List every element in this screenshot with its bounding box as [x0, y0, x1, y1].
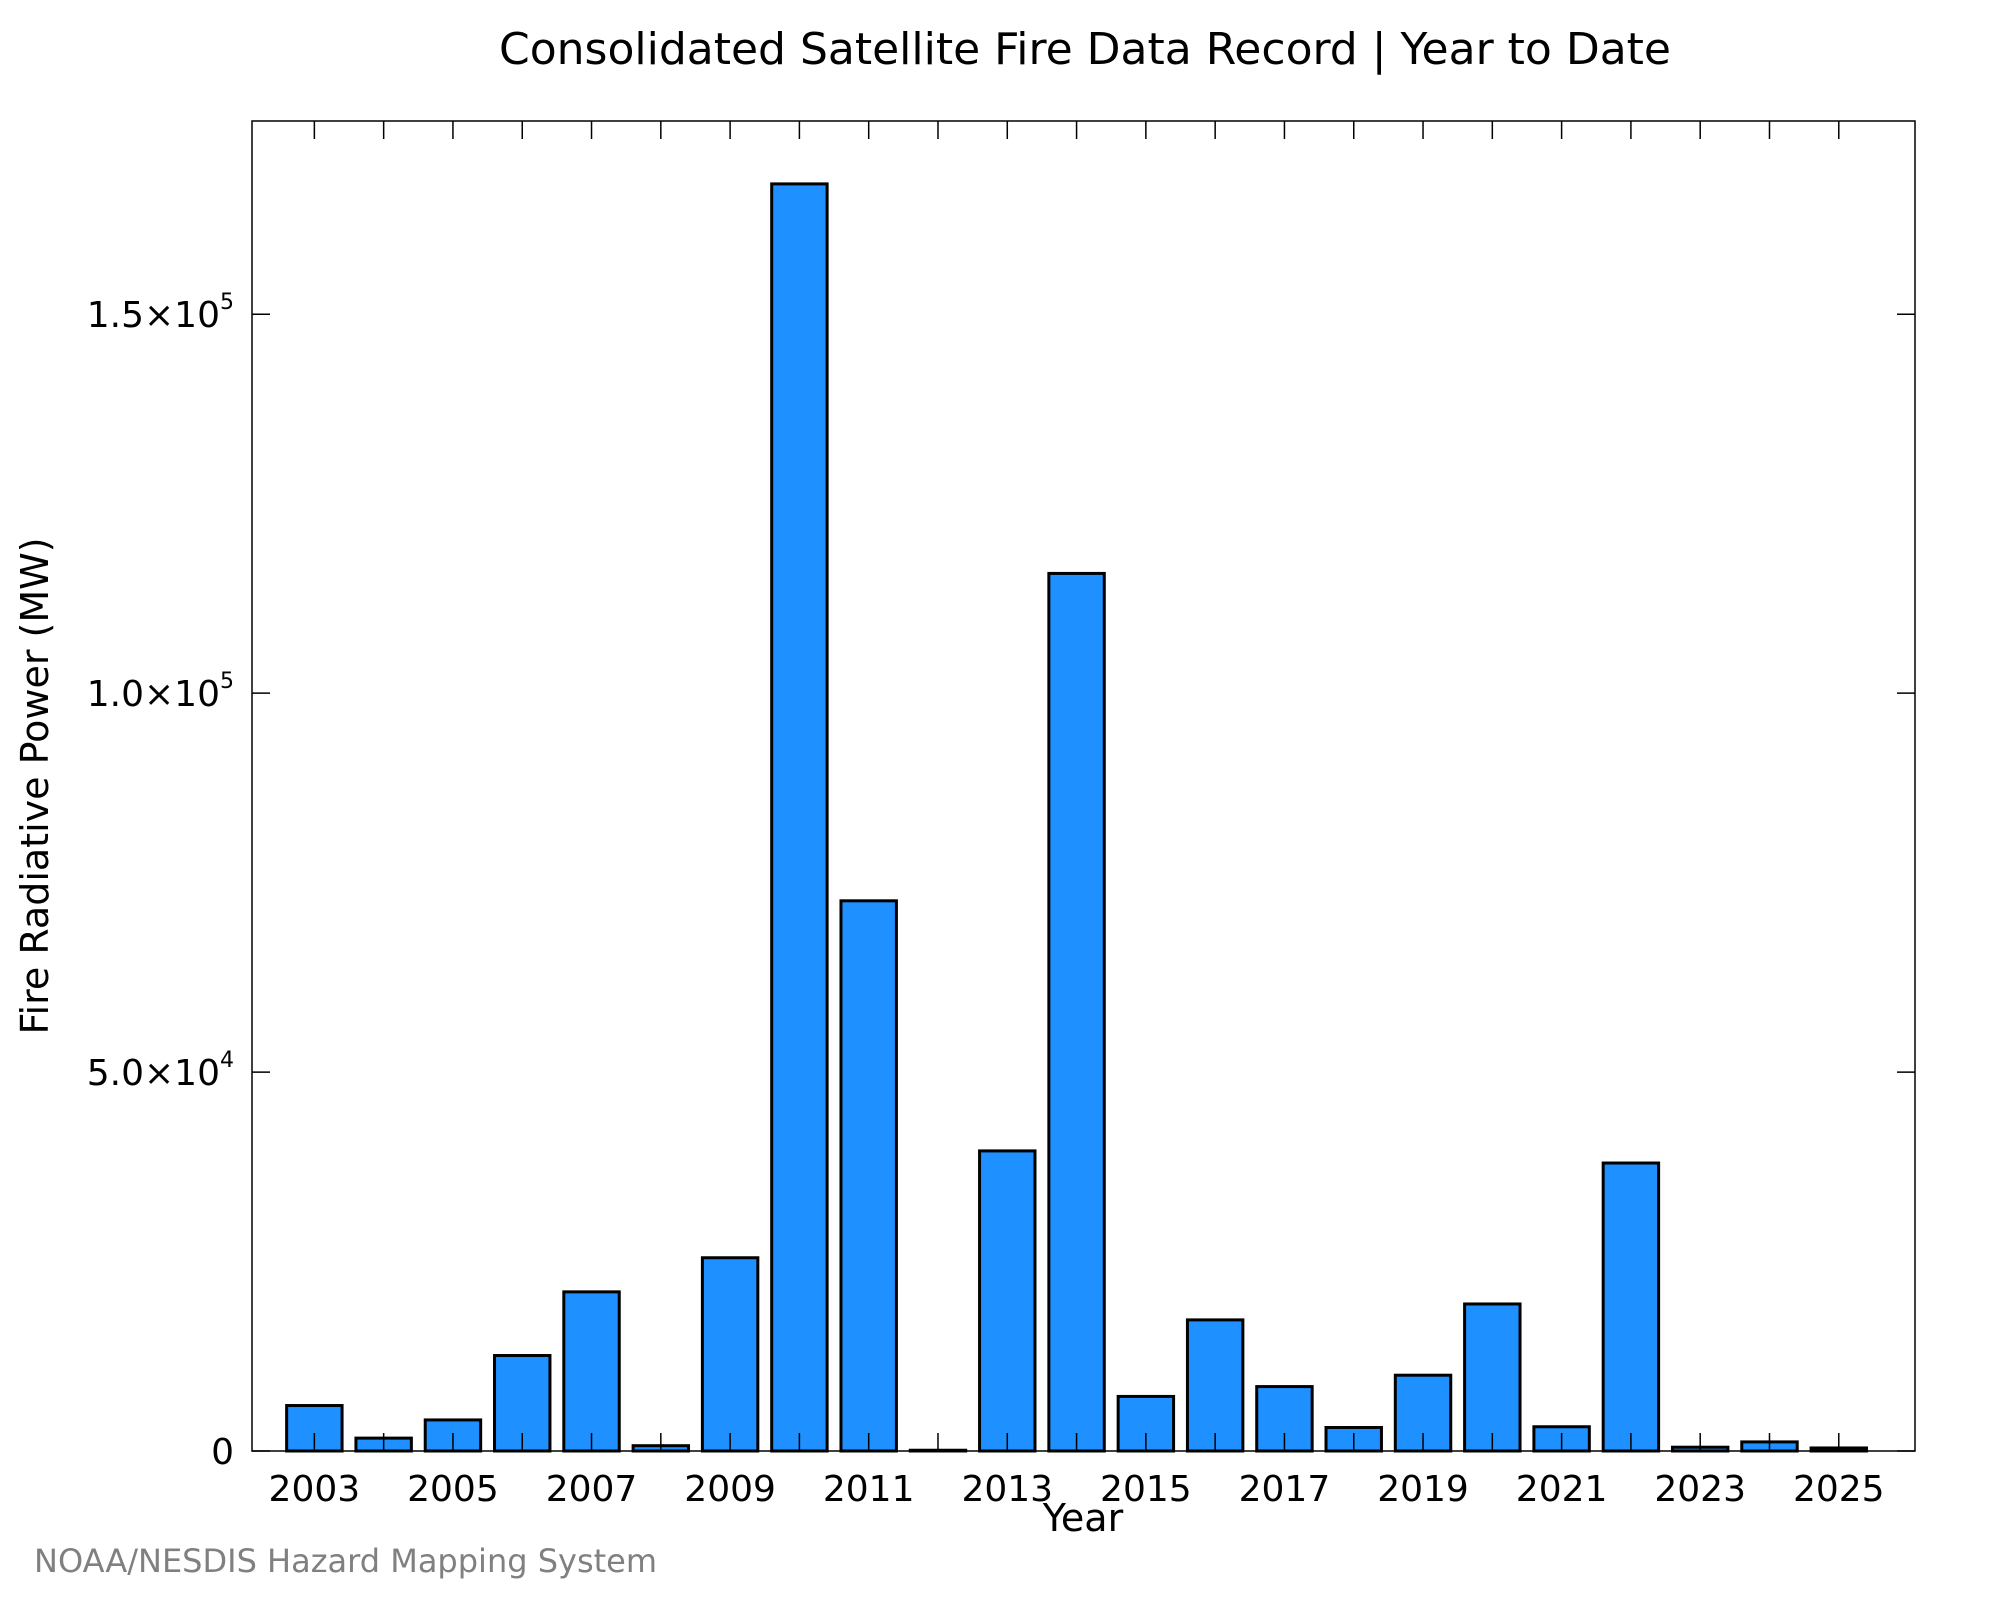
x-tick-label-2013: 2013: [961, 1469, 1053, 1510]
x-tick-label-2011: 2011: [823, 1469, 915, 1510]
y-axis-ticks: 0 5.0×104 1.0×105 1.5×105: [87, 290, 1915, 1473]
x-tick-label-2019: 2019: [1377, 1469, 1469, 1510]
bar-2014: [1047, 571, 1106, 1453]
x-tick-label-2007: 2007: [546, 1469, 638, 1510]
x-tick-label-2025: 2025: [1793, 1469, 1885, 1510]
bar-2022: [1601, 1161, 1661, 1453]
bars: [285, 182, 1868, 1453]
bar-2007: [562, 1290, 621, 1453]
x-tick-label-2015: 2015: [1100, 1469, 1192, 1510]
bar-2013: [978, 1149, 1037, 1453]
x-tick-label-2003: 2003: [269, 1469, 361, 1510]
x-tick-label-2005: 2005: [407, 1469, 499, 1510]
bar-2010: [770, 182, 829, 1453]
bar-2009: [700, 1256, 760, 1453]
x-axis-label: Year: [1042, 1496, 1124, 1540]
bar-2016: [1185, 1318, 1245, 1453]
x-tick-label-2017: 2017: [1239, 1469, 1331, 1510]
x-tick-label-2009: 2009: [684, 1469, 776, 1510]
x-tick-label-2021: 2021: [1516, 1469, 1608, 1510]
x-axis-ticks: 2003 2005 2007 2009 2011 2013 2015 2017 2019 2021…: [269, 121, 1885, 1510]
x-tick-label-2023: 2023: [1654, 1469, 1746, 1510]
y-tick-label: 0: [211, 1432, 234, 1473]
source-credit: NOAA/NESDIS Hazard Mapping System: [34, 1542, 657, 1580]
bar-2011: [839, 899, 898, 1453]
y-tick-label: 5.0×104: [87, 1048, 234, 1094]
y-tick-label: 1.5×105: [87, 290, 234, 336]
bar-2020: [1463, 1302, 1522, 1453]
y-axis-label: Fire Radiative Power (MW): [13, 537, 57, 1034]
y-tick-label: 1.0×105: [87, 669, 234, 715]
chart-title: Consolidated Satellite Fire Data Record …: [499, 24, 1671, 75]
